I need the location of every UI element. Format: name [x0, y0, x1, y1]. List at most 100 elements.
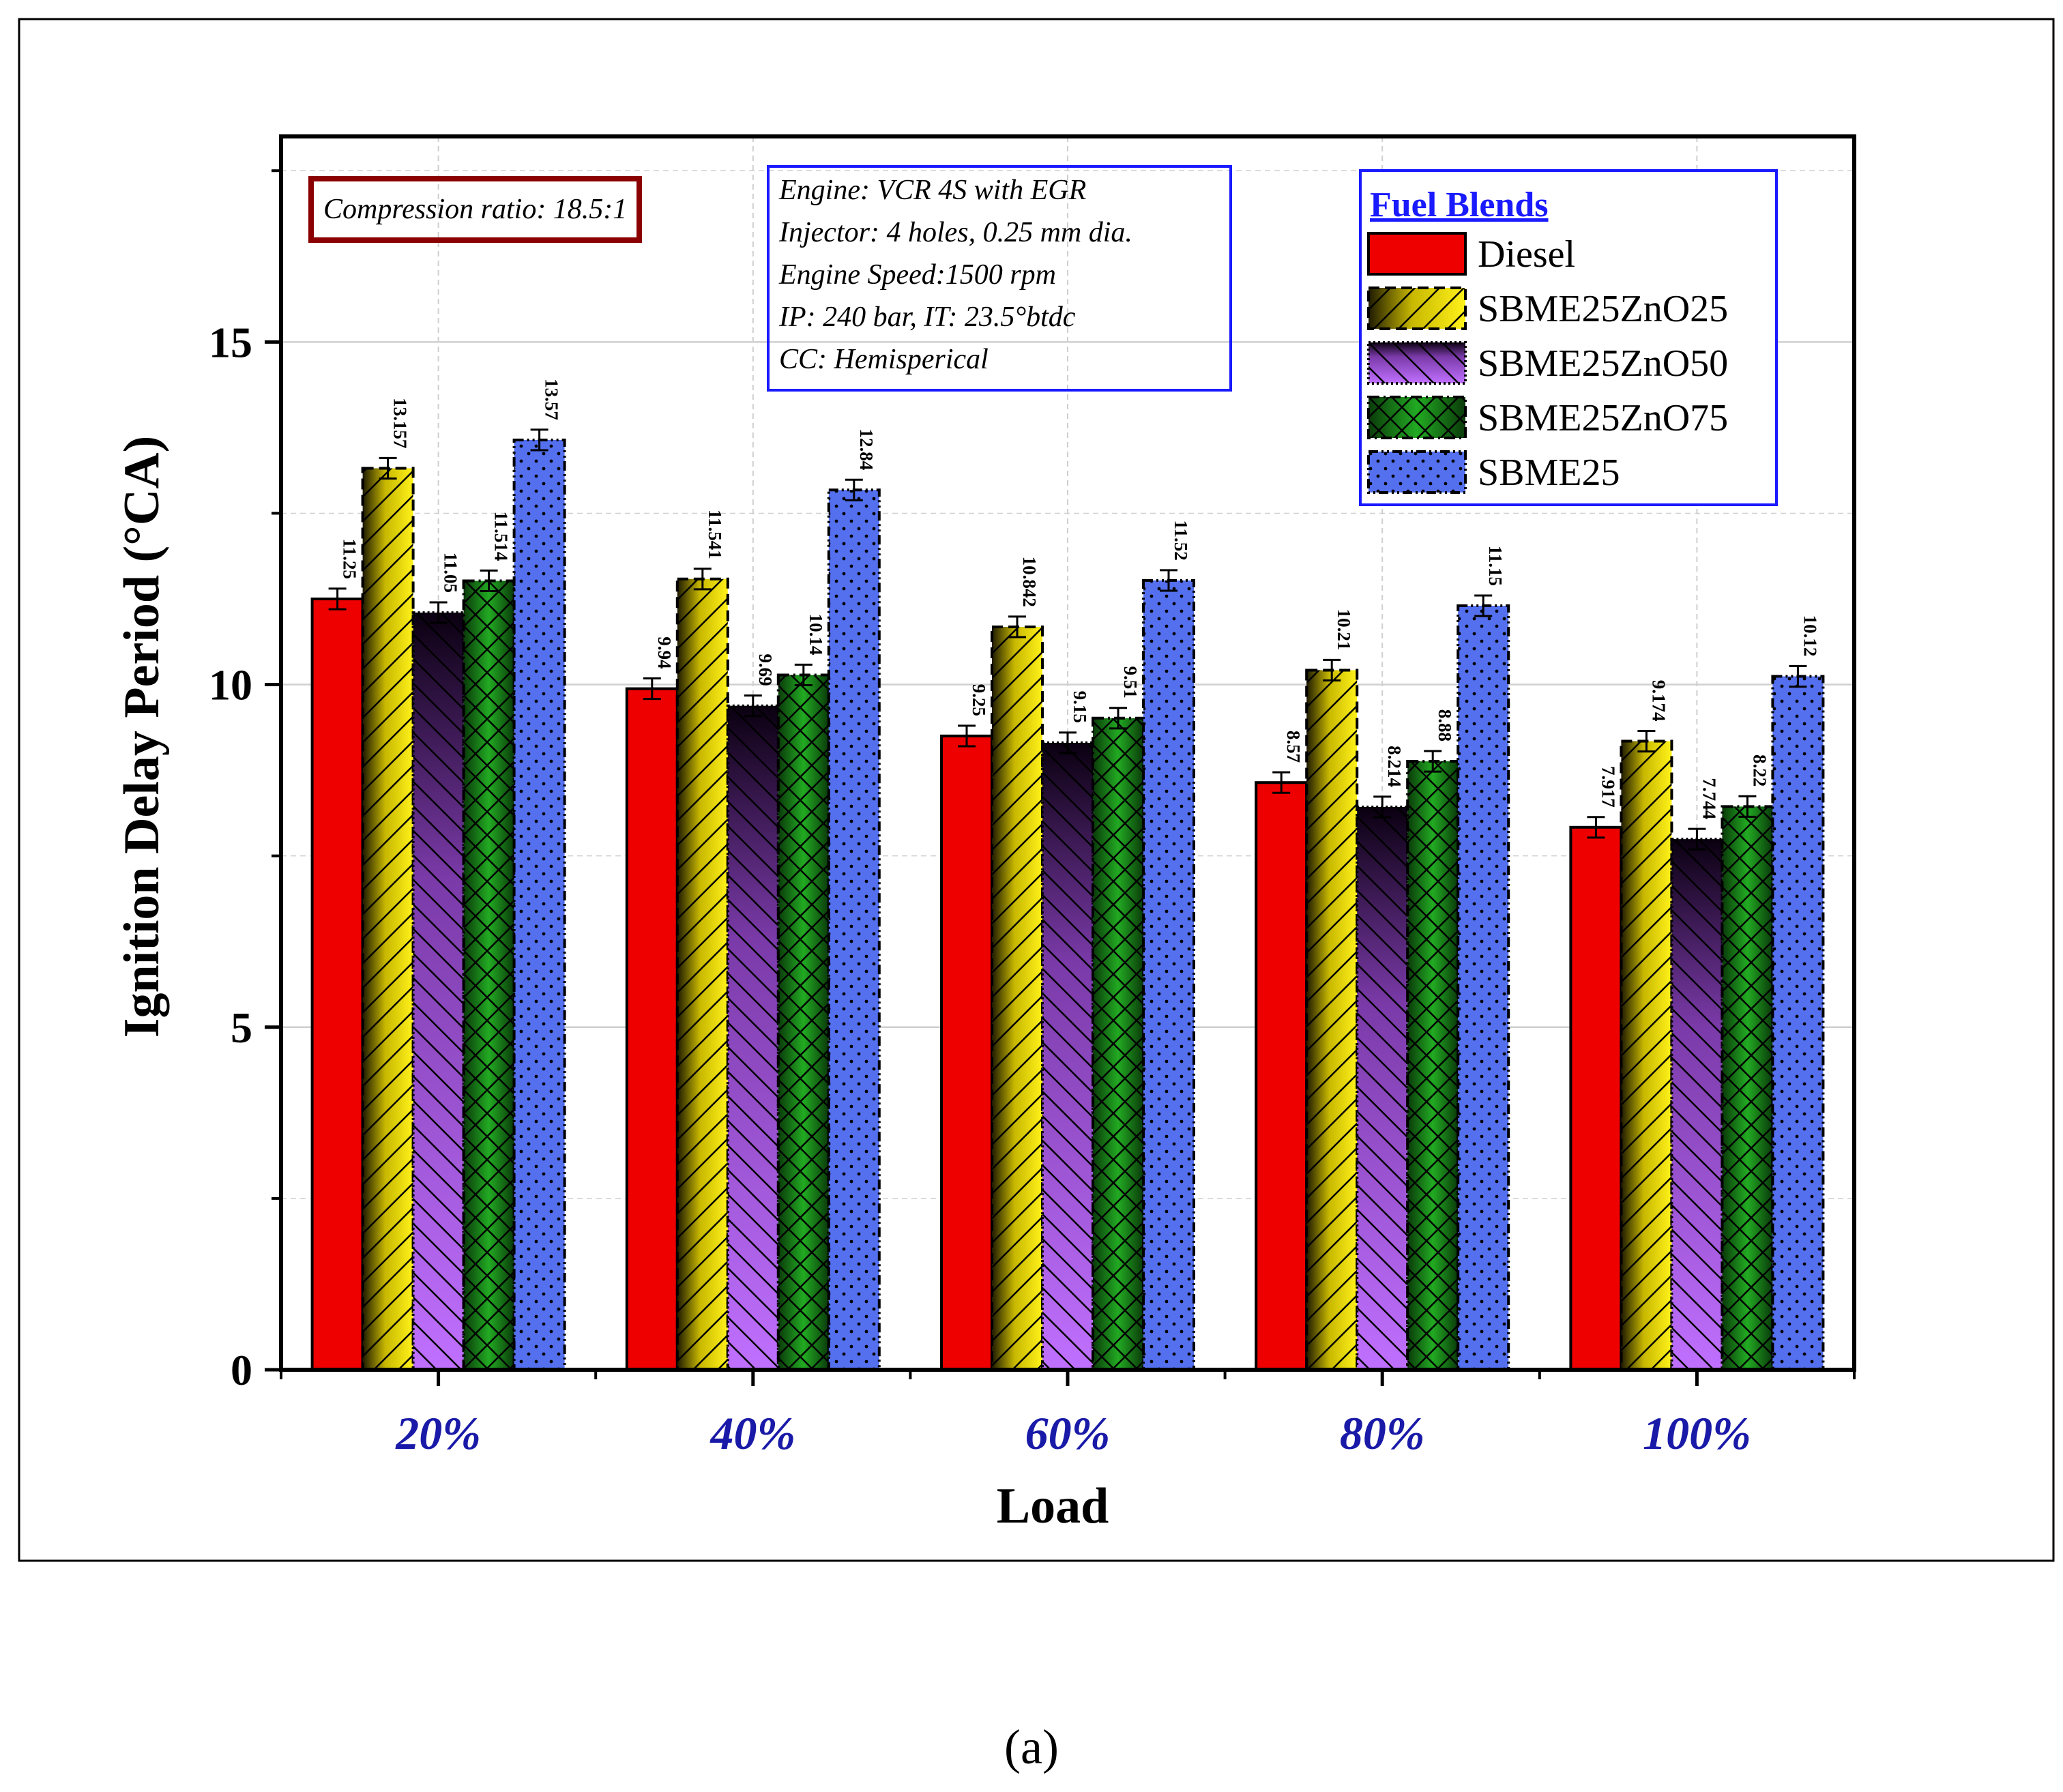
x-axis-title: Load — [997, 1478, 1109, 1534]
value-label-diesel-0: 11.25 — [340, 539, 360, 579]
bar-pattern-sbme25zno50-4 — [1671, 839, 1723, 1370]
value-label-sbme25zno75-0: 11.514 — [491, 512, 512, 561]
figure-caption: (a) — [1004, 1720, 1059, 1774]
value-label-sbme25zno25-3: 10.21 — [1334, 609, 1354, 651]
legend-label: SBME25ZnO75 — [1478, 397, 1729, 439]
bar-pattern-sbme25-2 — [1143, 580, 1194, 1370]
error-bar-sbme25zno75-3 — [1424, 750, 1442, 773]
value-label-sbme25zno75-3: 8.88 — [1435, 709, 1455, 741]
x-tick-label: 60% — [1025, 1407, 1111, 1459]
error-bar-sbme25zno50-0 — [429, 601, 448, 624]
legend-swatch-sbme25zno75 — [1367, 396, 1467, 439]
error-bar-sbme25zno25-1 — [693, 568, 712, 591]
legend: Fuel Blends Diesel SBME25ZnO25 SBME25ZnO… — [1359, 169, 1778, 506]
bar-pattern-sbme25zno50-3 — [1357, 806, 1408, 1370]
error-bar-diesel-4 — [1587, 816, 1605, 839]
bar-pattern-sbme25zno25-0 — [362, 468, 413, 1370]
figure-frame — [18, 18, 2055, 1562]
bar-diesel-2 — [941, 735, 992, 1370]
bar-pattern-sbme25zno75-2 — [1093, 718, 1143, 1370]
engine-spec-line: CC: Hemisperical — [779, 344, 989, 375]
y-tick-label: 5 — [231, 1003, 252, 1052]
value-label-sbme25zno50-0: 11.05 — [441, 553, 461, 593]
bar-diesel-0 — [312, 599, 363, 1370]
error-bar-sbme25zno75-2 — [1109, 707, 1127, 730]
value-label-sbme25-0: 13.57 — [542, 379, 562, 420]
error-bar-sbme25zno50-2 — [1059, 731, 1077, 754]
error-bar-sbme25zno25-3 — [1323, 658, 1341, 682]
engine-spec-line: IP: 240 bar, IT: 23.5°btdc — [779, 302, 1076, 333]
bar-pattern-sbme25-1 — [828, 490, 879, 1370]
bar-pattern-sbme25zno50-2 — [1042, 742, 1093, 1370]
bar-pattern-sbme25-3 — [1458, 606, 1509, 1370]
x-tick-label: 100% — [1643, 1407, 1751, 1459]
value-label-diesel-2: 9.25 — [969, 684, 989, 716]
legend-label: Diesel — [1478, 233, 1576, 276]
y-axis-title: Ignition Delay Period (°CA) — [114, 436, 170, 1038]
y-tick-label: 0 — [231, 1346, 252, 1394]
legend-label: SBME25ZnO25 — [1478, 288, 1729, 330]
value-label-sbme25-2: 11.52 — [1171, 520, 1191, 561]
y-tick-label: 15 — [209, 318, 252, 366]
error-bar-sbme25-1 — [845, 478, 863, 501]
legend-label: SBME25 — [1478, 452, 1620, 494]
engine-spec-line: Engine Speed:1500 rpm — [779, 259, 1056, 291]
bars — [310, 438, 1825, 1372]
error-bar-sbme25-2 — [1160, 569, 1177, 592]
legend-swatch-diesel — [1367, 232, 1467, 276]
error-bar-sbme25zno25-2 — [1008, 615, 1026, 638]
error-bars — [328, 428, 1807, 851]
error-bar-sbme25zno75-1 — [794, 663, 813, 687]
value-label-sbme25zno50-3: 8.214 — [1384, 746, 1405, 787]
legend-swatch-sbme25zno50 — [1367, 341, 1467, 385]
bar-pattern-sbme25zno75-3 — [1407, 761, 1459, 1370]
bar-pattern-sbme25-0 — [514, 439, 565, 1370]
value-label-sbme25zno50-2: 9.15 — [1070, 691, 1090, 723]
legend-swatch-sbme25zno25 — [1367, 287, 1467, 330]
error-bar-diesel-1 — [643, 677, 661, 701]
error-bar-sbme25zno50-4 — [1688, 827, 1706, 851]
bar-pattern-sbme25-4 — [1772, 676, 1824, 1370]
legend-label: SBME25ZnO50 — [1478, 342, 1729, 385]
engine-spec-line: Engine: VCR 4S with EGR — [779, 175, 1087, 206]
bar-diesel-1 — [626, 688, 677, 1370]
x-tick-label: 20% — [395, 1407, 481, 1459]
value-label-sbme25zno25-1: 11.541 — [705, 510, 725, 559]
legend-title: Fuel Blends — [1370, 186, 1549, 224]
value-label-sbme25-1: 12.84 — [856, 428, 877, 470]
error-bar-sbme25zno75-4 — [1738, 795, 1757, 818]
error-bar-diesel-2 — [958, 724, 976, 748]
bar-pattern-sbme25zno25-1 — [677, 578, 728, 1370]
bar-pattern-sbme25zno75-4 — [1722, 806, 1773, 1370]
value-label-sbme25-3: 11.15 — [1485, 546, 1506, 586]
bar-pattern-sbme25zno25-2 — [992, 626, 1042, 1370]
error-bar-sbme25-3 — [1474, 594, 1493, 617]
error-bar-sbme25zno25-4 — [1637, 729, 1656, 753]
error-bar-sbme25zno25-0 — [379, 456, 397, 480]
value-label-sbme25zno25-4: 9.174 — [1648, 680, 1669, 722]
bar-pattern-sbme25zno50-0 — [413, 613, 464, 1370]
engine-spec-line: Injector: 4 holes, 0.25 mm dia. — [779, 217, 1132, 248]
value-label-diesel-3: 8.57 — [1283, 731, 1304, 763]
error-bar-sbme25zno50-3 — [1373, 795, 1392, 819]
value-label-sbme25zno25-2: 10.842 — [1019, 557, 1040, 607]
value-label-sbme25zno50-1: 9.69 — [755, 653, 776, 686]
bar-pattern-sbme25zno75-1 — [778, 675, 829, 1370]
value-label-sbme25-4: 10.12 — [1800, 615, 1820, 657]
value-label-diesel-1: 9.94 — [654, 636, 675, 669]
bar-pattern-sbme25zno25-3 — [1306, 670, 1358, 1370]
bar-diesel-3 — [1256, 782, 1307, 1370]
error-bar-sbme25-0 — [530, 428, 548, 452]
value-label-sbme25zno25-0: 13.157 — [390, 398, 411, 448]
x-tick-label: 40% — [709, 1407, 795, 1459]
axes: 0 5 10 15 20% 40% 60% 80% 100% — [209, 169, 1856, 1459]
value-label-sbme25zno75-1: 10.14 — [806, 614, 826, 656]
value-label-diesel-4: 7.917 — [1598, 766, 1618, 808]
bar-pattern-sbme25zno75-0 — [463, 581, 514, 1370]
engine-specs-box: Engine: VCR 4S with EGR Injector: 4 hole… — [767, 165, 1232, 392]
value-label-sbme25zno75-2: 9.51 — [1120, 666, 1141, 698]
error-bar-diesel-0 — [328, 587, 347, 611]
error-bar-sbme25zno50-1 — [744, 694, 762, 718]
bar-pattern-sbme25zno25-4 — [1621, 741, 1672, 1370]
